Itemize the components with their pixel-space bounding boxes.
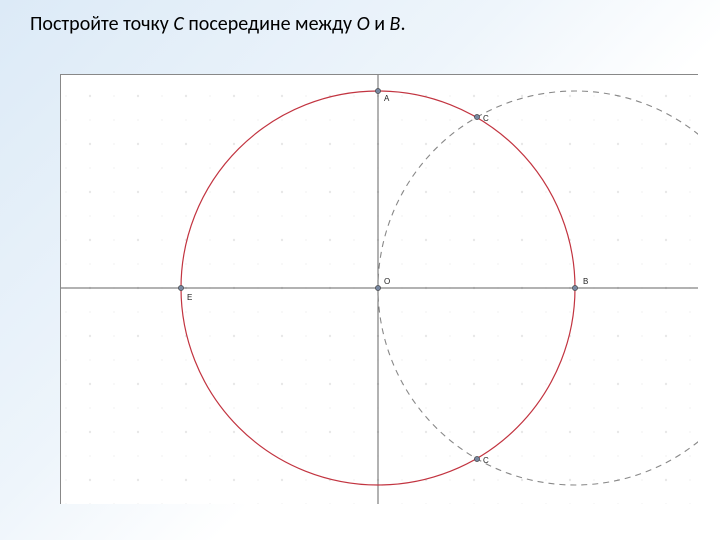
point-c bbox=[474, 114, 479, 119]
point-e bbox=[178, 285, 183, 290]
title-suffix: . bbox=[400, 12, 405, 36]
point-b bbox=[572, 285, 577, 290]
title-point-o: O bbox=[357, 12, 370, 36]
point-label-b: B bbox=[583, 277, 588, 286]
point-a bbox=[375, 88, 380, 93]
title-prefix: Постройте точку bbox=[30, 12, 173, 36]
point-label-cb: C bbox=[483, 456, 489, 465]
point-cb bbox=[474, 456, 479, 461]
title-and: и bbox=[370, 12, 390, 36]
point-label-e: E bbox=[187, 293, 192, 302]
page-title: Постройте точку C посередине между O и B… bbox=[30, 12, 406, 36]
title-point-b: B bbox=[390, 12, 401, 36]
title-point-c: C bbox=[173, 12, 183, 36]
point-o bbox=[375, 285, 380, 290]
geometry-svg: A O C C B E bbox=[61, 75, 698, 504]
geometry-canvas: A O C C B E bbox=[60, 74, 698, 504]
point-label-o: O bbox=[384, 277, 390, 286]
point-label-a: A bbox=[384, 94, 390, 103]
title-mid: посередине между bbox=[184, 12, 357, 36]
point-label-c: C bbox=[483, 114, 489, 123]
